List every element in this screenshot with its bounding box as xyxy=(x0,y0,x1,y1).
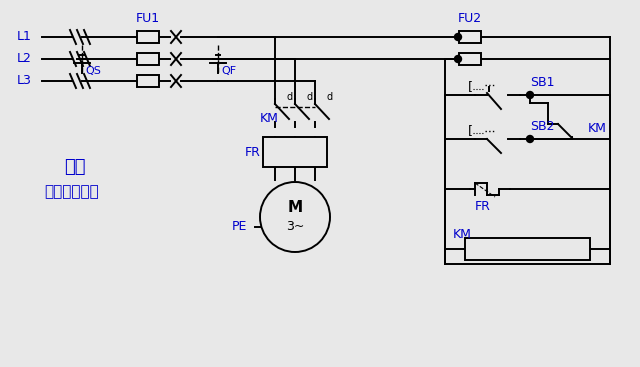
Bar xyxy=(465,238,590,260)
Bar xyxy=(263,137,327,167)
Text: SB2: SB2 xyxy=(530,120,554,134)
Text: d: d xyxy=(287,92,293,102)
Text: FR: FR xyxy=(245,145,261,159)
Text: QS: QS xyxy=(85,66,101,76)
Text: KM: KM xyxy=(453,229,472,241)
Text: FR: FR xyxy=(475,200,491,214)
Text: FU1: FU1 xyxy=(136,12,160,25)
Text: d: d xyxy=(327,92,333,102)
Circle shape xyxy=(527,91,534,98)
Text: L3: L3 xyxy=(17,75,32,87)
Text: L2: L2 xyxy=(17,52,32,65)
Text: KM: KM xyxy=(588,123,607,135)
Text: [: [ xyxy=(468,124,473,138)
Bar xyxy=(459,53,481,65)
Text: [: [ xyxy=(468,80,473,94)
Text: QF: QF xyxy=(221,66,236,76)
Text: SB1: SB1 xyxy=(530,76,554,90)
Text: PE: PE xyxy=(232,221,248,233)
Circle shape xyxy=(454,55,461,62)
Text: d: d xyxy=(307,92,313,102)
Bar xyxy=(137,53,159,65)
Text: FU2: FU2 xyxy=(458,12,482,25)
Text: 图三: 图三 xyxy=(64,158,86,176)
Text: M: M xyxy=(287,200,303,214)
Circle shape xyxy=(527,135,534,142)
Text: 电力拖动电路: 电力拖动电路 xyxy=(45,185,99,200)
Bar xyxy=(137,31,159,43)
Text: L1: L1 xyxy=(17,30,32,44)
Bar xyxy=(137,75,159,87)
Bar xyxy=(459,31,481,43)
Circle shape xyxy=(454,33,461,40)
Text: KM: KM xyxy=(260,113,279,126)
Circle shape xyxy=(260,182,330,252)
Text: 3~: 3~ xyxy=(286,221,304,233)
